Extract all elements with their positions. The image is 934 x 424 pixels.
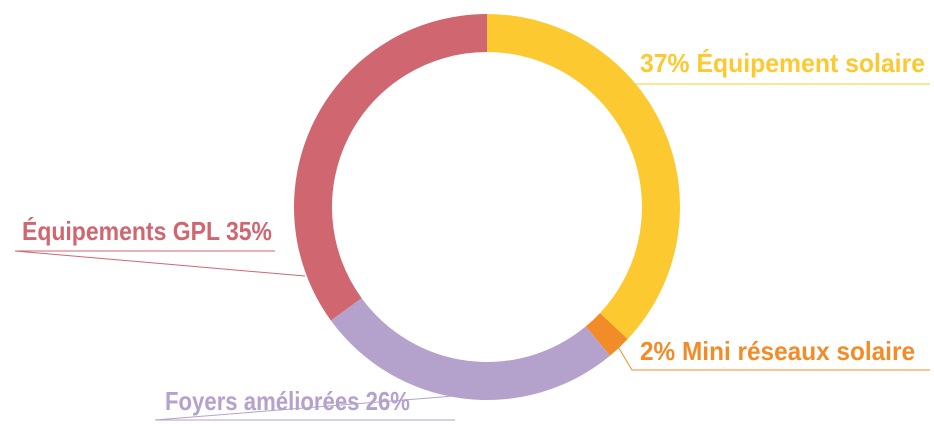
slice-label: 37% Équipement solaire [640, 48, 925, 78]
donut-segment [293, 14, 487, 321]
slice-label: Foyers améliorées 26% [165, 386, 410, 416]
category-label: Équipement solaire [696, 48, 925, 78]
donut-segment [330, 298, 611, 400]
leader-line [14, 250, 306, 277]
category-label: Équipements GPL [22, 216, 220, 246]
leader-line [613, 339, 930, 371]
slice-label: Équipements GPL 35% [22, 216, 272, 246]
slice-label: 2% Mini réseaux solaire [640, 336, 915, 366]
value-label: 35% [226, 216, 272, 246]
leader-line [617, 83, 930, 105]
category-label: Mini réseaux solaire [682, 336, 915, 366]
leader-line [154, 394, 467, 421]
donut-segment [487, 14, 680, 340]
value-label: 26% [366, 386, 410, 416]
value-label: 37% [640, 48, 690, 78]
category-label: Foyers améliorées [165, 386, 360, 416]
value-label: 2% [640, 336, 675, 366]
